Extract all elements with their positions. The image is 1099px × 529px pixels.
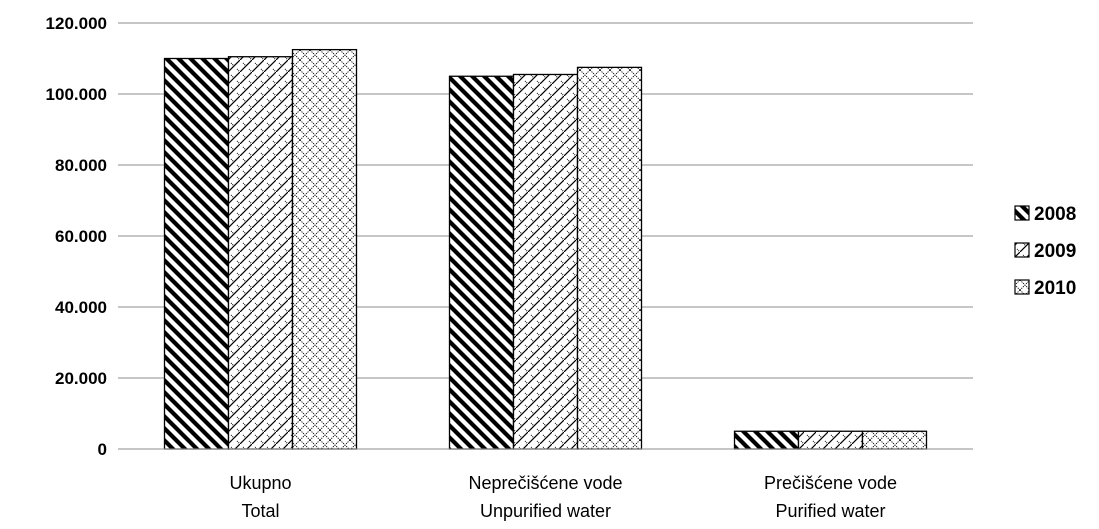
- legend-swatch-2010: [1014, 279, 1030, 295]
- y-tick-label: 120.000: [46, 14, 107, 33]
- x-category-label: Purified water: [775, 501, 885, 521]
- bar-2009-1: [227, 56, 294, 450]
- bar-2008-2: [448, 75, 515, 450]
- bar-2009-2: [512, 73, 579, 450]
- y-tick-label: 60.000: [55, 227, 107, 246]
- x-category-label: Ukupno: [229, 473, 291, 493]
- x-category-label: Neprečišćene vode: [468, 473, 622, 493]
- legend-swatch-2008: [1014, 205, 1030, 221]
- legend: 2008 2009 2010: [1014, 204, 1076, 299]
- bars: [163, 48, 928, 450]
- bar-2010-1: [291, 48, 358, 450]
- legend-label-2008: 2008: [1034, 204, 1076, 225]
- x-axis-category-labels: Ukupno Total Neprečišćene vode Unpurified w…: [229, 473, 897, 521]
- y-tick-label: 0: [98, 440, 107, 459]
- bar-2008-3: [733, 430, 800, 450]
- bar-2010-2: [576, 66, 643, 450]
- x-category-label: Prečišćene vode: [764, 473, 897, 493]
- y-axis-tick-labels: 0 20.000 40.000 60.000 80.000 100.000 120.000: [46, 14, 107, 459]
- bar-2008-1: [163, 57, 230, 450]
- y-tick-label: 100.000: [46, 85, 107, 104]
- legend-label-2009: 2009: [1034, 241, 1076, 262]
- y-tick-label: 20.000: [55, 369, 107, 388]
- y-tick-label: 40.000: [55, 298, 107, 317]
- legend-label-2010: 2010: [1034, 278, 1076, 299]
- x-category-label: Total: [241, 501, 279, 521]
- x-category-label: Unpurified water: [480, 501, 611, 521]
- y-tick-label: 80.000: [55, 156, 107, 175]
- bar-2009-3: [797, 430, 864, 450]
- bar-2010-3: [861, 430, 928, 450]
- legend-swatch-2009: [1014, 242, 1030, 258]
